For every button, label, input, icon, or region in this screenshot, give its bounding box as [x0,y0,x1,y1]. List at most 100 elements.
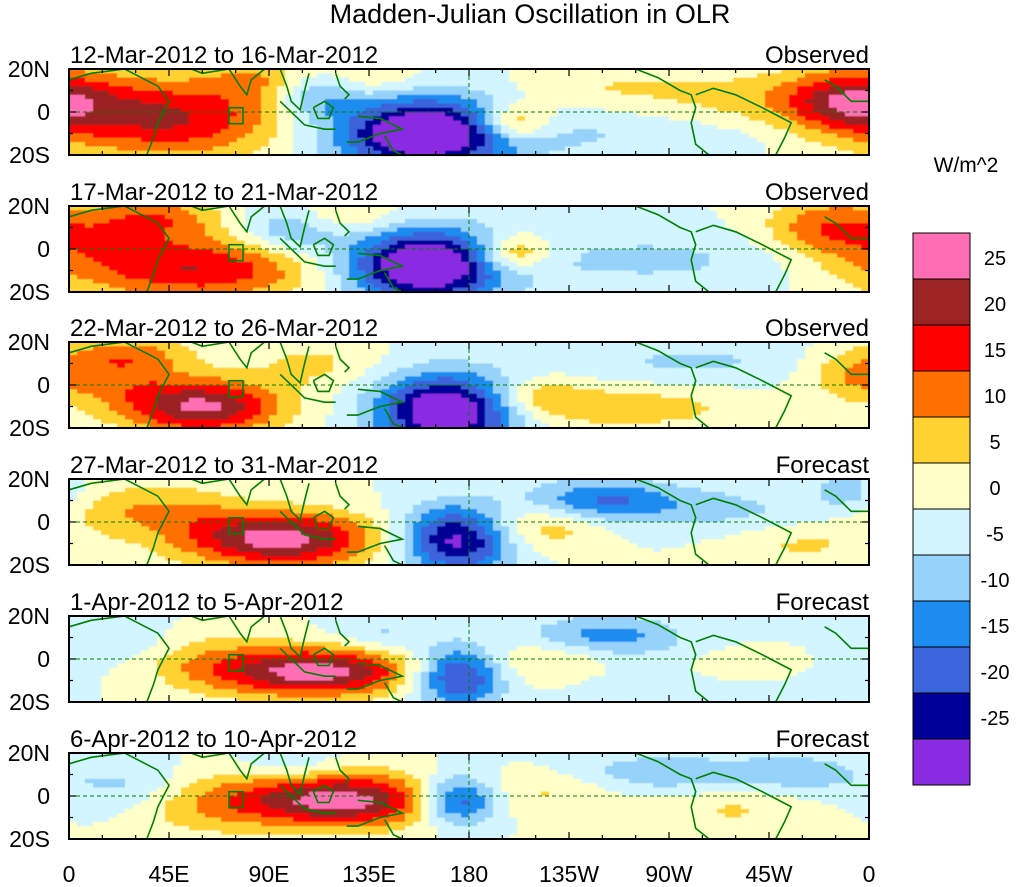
region-box [228,243,244,262]
region-box [228,106,244,125]
lat-label: 20N [8,740,50,766]
lat-label: 20N [8,466,50,492]
panels: 20N 0 20S 12-Mar-2012 to 16-Mar-2012 Observe… [8,42,870,852]
panel-status: Forecast [776,726,870,753]
coastline [279,784,336,814]
coastline [312,100,335,120]
coastline [346,662,405,690]
panel-date: 12-Mar-2012 to 16-Mar-2012 [70,42,378,69]
coastline [312,510,335,530]
coastline [334,210,351,237]
lat-label: 0 [37,783,50,809]
coastline [383,135,403,156]
coastline [68,752,170,840]
colorbar-swatch [912,232,971,280]
colorbar-swatch [912,600,971,648]
coastline [68,478,170,566]
coastline [334,346,351,373]
region-box [228,653,244,672]
colorbar-tick-label: 25 [984,248,1006,270]
coastline [312,647,335,667]
panel-status: Observed [765,315,869,342]
lon-label: 45E [149,861,190,887]
coastline [635,752,710,840]
coastline [824,626,869,650]
coastline [279,341,310,385]
coastline [190,615,266,644]
lat-label: 20S [9,279,50,305]
coastline [346,799,405,827]
lon-label: 0 [863,861,876,887]
colorbar-tick-label: 20 [984,294,1006,316]
colorbar-tick-label: 15 [984,340,1006,362]
coastline [190,68,266,97]
lon-label: 135W [539,861,599,887]
lat-label: 20N [8,56,50,82]
coastline [334,620,351,647]
colorbar-swatch [912,370,971,418]
coastline [824,763,869,787]
coastline [824,216,869,240]
panel-status: Forecast [776,589,870,616]
lon-label: 90E [249,861,290,887]
region-box [228,516,244,535]
lon-label: 0 [63,861,76,887]
coastlines [68,205,869,293]
map-panel: 20N 0 20S 6-Apr-2012 to 10-Apr-2012 Forecast [8,726,870,852]
lat-label: 20N [8,329,50,355]
colorbar-swatch [912,416,971,464]
lon-label: 180 [450,861,488,887]
coastline [68,615,170,703]
coastline [824,352,869,376]
colorbar-swatch [912,738,971,786]
lat-label: 20S [9,826,50,852]
lat-label: 20S [9,142,50,168]
lat-label: 20N [8,603,50,629]
coastline [383,545,403,566]
coastline [635,68,710,156]
coastlines [68,478,869,566]
coastline [279,205,310,249]
coastline [346,115,405,143]
coastline [383,408,403,429]
olr-anomaly-field [69,753,870,840]
map-panel: 20N 0 20S 22-Mar-2012 to 26-Mar-2012 Observe… [8,315,870,441]
coastline [346,388,405,416]
colorbar-tick-label: -5 [986,524,1004,546]
coastline [334,757,351,784]
lat-label: 0 [37,509,50,535]
coastline [635,615,710,703]
region-box [228,379,244,398]
colorbar-tick-label: -15 [981,616,1010,638]
coastline [346,252,405,280]
colorbar-tick-label: 5 [989,432,1000,454]
coastline [68,341,170,429]
coastlines [68,341,869,429]
coastline [695,771,793,840]
coastline [279,510,336,540]
coastline [312,373,335,393]
colorbar-tick-label: -10 [981,570,1010,592]
panel-date: 27-Mar-2012 to 31-Mar-2012 [70,452,378,479]
coastline [279,100,336,130]
lat-label: 0 [37,99,50,125]
coastline [190,205,266,234]
panel-date: 22-Mar-2012 to 26-Mar-2012 [70,315,378,342]
coastline [334,73,351,100]
panel-status: Observed [765,179,869,206]
coastline [695,634,793,703]
olr-anomaly-field [69,206,870,293]
coastline [695,497,793,566]
coastline [279,615,310,659]
coastline [279,237,336,267]
figure-title: Madden-Julian Oscillation in OLR [330,0,731,29]
coastline [68,205,170,293]
coastlines [68,68,869,156]
longitude-axis: 0 45E 90E 135E 180 135W 90W 45W 0 [63,861,876,887]
coastline [695,360,793,429]
coastline [334,483,351,510]
colorbar-swatch [912,462,971,510]
coastlines [68,615,869,703]
colorbar-tick-label: -25 [981,708,1010,730]
coastline [279,752,310,796]
